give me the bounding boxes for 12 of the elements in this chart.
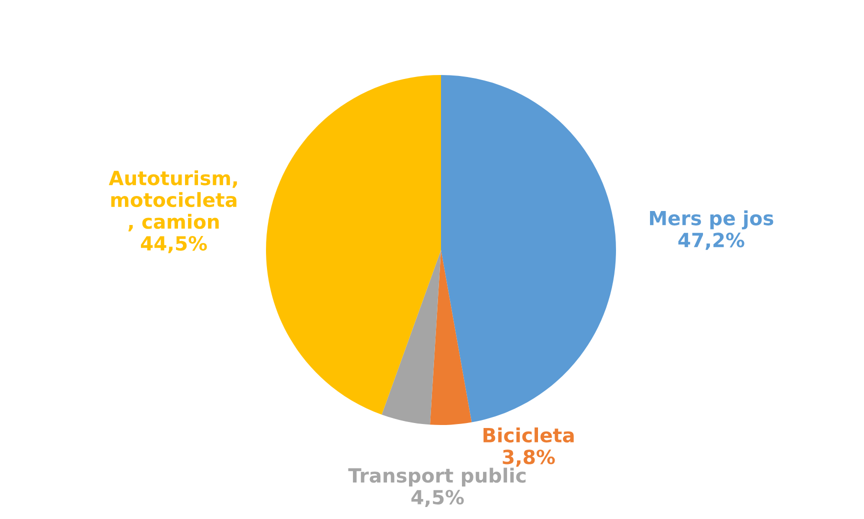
slice-label: Transport public [348, 468, 526, 487]
slice-label: Bicicleta [484, 427, 574, 443]
data-label: 3,8% [502, 450, 555, 467]
pie-slice [441, 75, 616, 422]
data-label: 4,5% [411, 490, 464, 508]
slice-label: Mers pe jos [650, 210, 774, 230]
slice-label: Autoturism, motocicleta , camion [108, 170, 237, 232]
data-label: 47,2% [678, 232, 744, 250]
pie-slice [382, 250, 441, 425]
pie-slice [266, 75, 441, 415]
pie-slice [430, 250, 472, 425]
data-label: 44,5% [140, 236, 207, 254]
